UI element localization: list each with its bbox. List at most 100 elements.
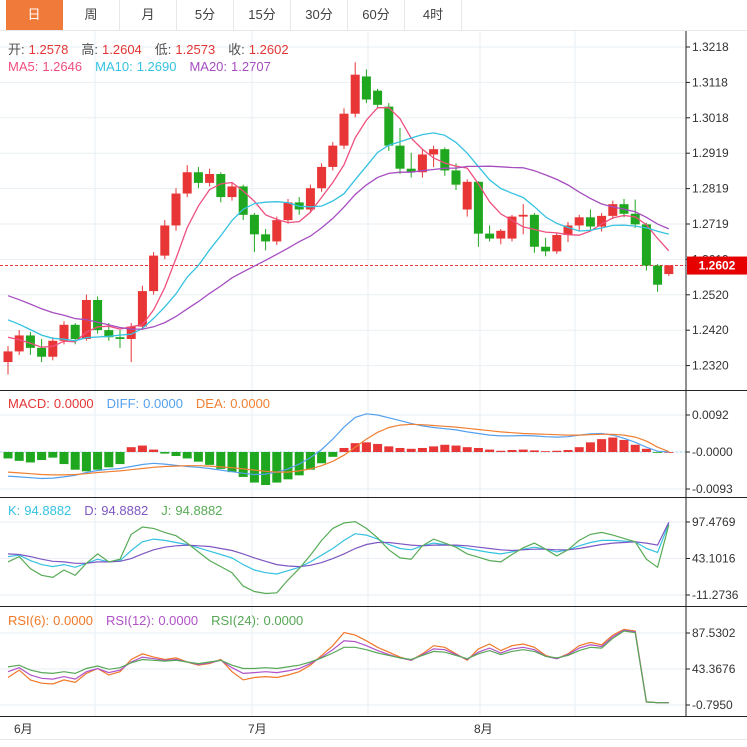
price-axis-tick-label: 1.2320: [692, 359, 729, 373]
candle: [104, 330, 114, 338]
candle: [361, 76, 371, 100]
candle: [115, 337, 125, 339]
price-axis-tick-label: 1.2819: [692, 182, 729, 196]
candle: [249, 214, 259, 235]
candle: [305, 188, 315, 210]
candle: [328, 145, 338, 167]
macd-axis-tick-label: -0.0093: [692, 482, 733, 496]
kdj-axis-tick-label: -11.2736: [692, 588, 739, 602]
candle: [149, 255, 159, 292]
candle: [373, 90, 383, 105]
ma5-line: [7, 107, 670, 348]
price-axis-tick-label: 1.3018: [692, 111, 729, 125]
macd-axis-tick-label: 0.0092: [692, 408, 729, 422]
candle: [608, 204, 618, 216]
d-line: [7, 522, 670, 568]
j-line: [7, 520, 670, 595]
rsi-axis-tick-label: 87.5302: [692, 626, 736, 640]
candle: [283, 202, 293, 221]
candle: [597, 215, 607, 227]
price-axis-tick-label: 1.2520: [692, 288, 729, 302]
ma20-line: [7, 165, 670, 330]
rsi24-line: [7, 630, 669, 704]
candle: [48, 340, 58, 357]
period-toolbar: 日周月 5分 15分 30分 60分 4时: [0, 0, 747, 31]
period-tab-4[interactable]: 15分: [234, 0, 291, 30]
candle: [507, 216, 517, 239]
candle: [182, 172, 192, 194]
candle: [529, 214, 539, 247]
period-tab-5[interactable]: 30分: [291, 0, 348, 30]
candle: [70, 324, 80, 339]
period-tab-7[interactable]: 4时: [405, 0, 462, 30]
rsi-axis-tick-label: -0.7950: [692, 698, 733, 712]
candle: [205, 174, 215, 183]
x-axis: 6月 7月 8月: [0, 717, 747, 740]
period-tab-2[interactable]: 月: [120, 0, 177, 30]
candle: [664, 265, 674, 275]
candle: [395, 145, 405, 169]
kdj-axis-tick-label: 97.4769: [692, 515, 736, 529]
candle: [126, 326, 136, 339]
ma10-line: [7, 132, 669, 342]
kdj-axis-tick-label: 43.1016: [692, 552, 736, 566]
candle: [641, 224, 651, 266]
period-tab-3[interactable]: 5分: [177, 0, 234, 30]
candle: [339, 113, 349, 146]
price-badge-label: 1.2602: [699, 259, 736, 273]
candle: [485, 233, 495, 239]
candle: [193, 172, 203, 183]
candle: [14, 335, 24, 352]
candle: [406, 168, 416, 173]
candle: [496, 230, 506, 239]
price-axis-tick-label: 1.2420: [692, 323, 729, 337]
candle: [417, 154, 427, 173]
candle: [384, 106, 394, 146]
candle: [3, 351, 13, 363]
candle: [350, 74, 360, 114]
price-axis-tick-label: 1.3218: [692, 40, 729, 54]
candle: [216, 174, 226, 198]
candle: [518, 214, 528, 217]
candle: [317, 166, 327, 189]
candle: [160, 225, 170, 256]
candle: [462, 181, 472, 210]
candle: [37, 347, 47, 357]
candle: [653, 265, 663, 285]
candle: [171, 193, 181, 226]
candle: [137, 291, 147, 327]
diff-line: [7, 413, 669, 480]
macd-axis-tick-label: -0.0000: [692, 445, 733, 459]
candle: [630, 213, 640, 225]
rsi-axis-tick-label: 43.3676: [692, 662, 736, 676]
price-axis-tick-label: 1.3118: [692, 75, 728, 89]
price-axis-tick-label: 1.2919: [692, 146, 729, 160]
candle: [227, 186, 237, 198]
candle: [238, 186, 248, 215]
candle: [272, 220, 282, 242]
period-tab-6[interactable]: 60分: [348, 0, 405, 30]
candle: [563, 225, 573, 236]
candle: [574, 217, 584, 226]
x-axis-label-june: 6月: [14, 722, 33, 736]
candle: [93, 299, 103, 331]
candle: [451, 170, 461, 185]
candle: [25, 335, 35, 348]
candle: [261, 234, 271, 242]
candle: [440, 149, 450, 171]
macd-histogram: [3, 437, 674, 485]
price-badge: [687, 256, 747, 275]
x-axis-label-august: 8月: [474, 722, 493, 736]
candle: [59, 324, 69, 341]
period-tab-0[interactable]: 日: [6, 0, 63, 30]
x-axis-label-july: 7月: [248, 722, 267, 736]
candle: [473, 181, 483, 234]
candle: [585, 217, 595, 227]
candle: [429, 149, 439, 155]
candle: [541, 246, 551, 252]
period-tab-1[interactable]: 周: [63, 0, 120, 30]
dea-line: [7, 423, 670, 476]
